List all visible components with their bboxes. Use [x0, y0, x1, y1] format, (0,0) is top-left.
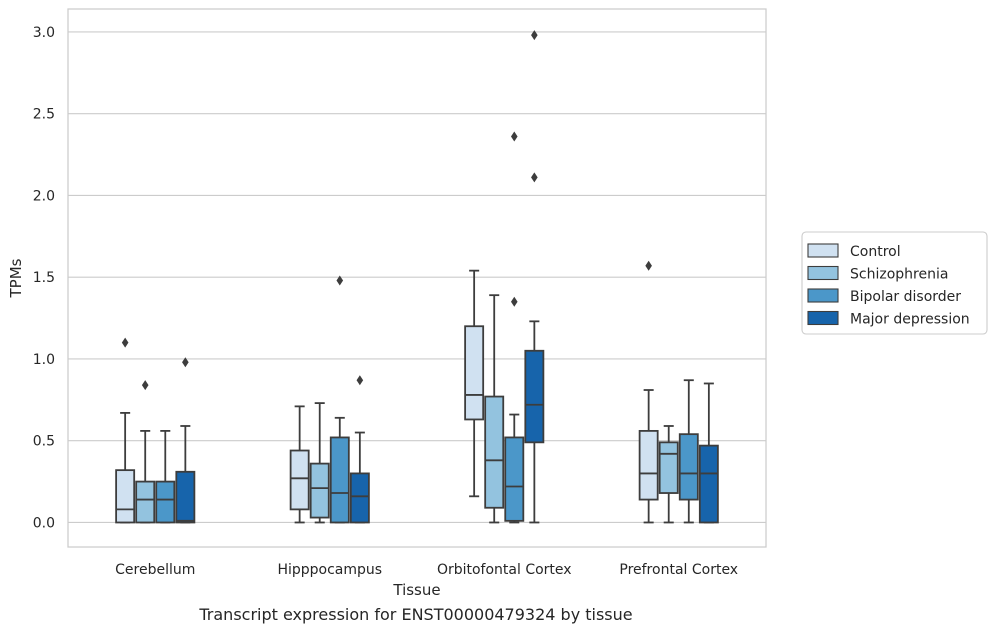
- legend-swatch: [807, 243, 839, 258]
- box-body: [175, 470, 196, 524]
- box: [638, 260, 659, 524]
- y-tick-label: 0.5: [33, 434, 55, 450]
- outlier-point: [645, 260, 652, 271]
- outlier-point: [336, 275, 344, 286]
- legend-label: Control: [850, 244, 901, 260]
- box: [464, 269, 485, 498]
- outlier-point: [141, 380, 149, 391]
- box-series: [115, 30, 719, 524]
- outlier-point: [510, 296, 518, 307]
- x-tick-label: Orbitofontal Cortex: [437, 562, 572, 578]
- legend-swatch: [807, 310, 839, 326]
- box: [309, 402, 330, 524]
- box-body: [115, 469, 136, 524]
- box-body: [329, 436, 350, 524]
- box-body: [349, 472, 370, 524]
- box-body: [484, 395, 505, 509]
- chart-caption: Transcript expression for ENST0000047932…: [199, 605, 633, 624]
- x-tick-label: Hipppocampus: [277, 562, 382, 578]
- legend-label: Schizophrenia: [850, 267, 948, 283]
- box-body: [135, 480, 156, 524]
- box: [289, 405, 310, 524]
- y-axis-label: TPMs: [7, 258, 25, 298]
- legend: Control Schizophrenia Bipolar disorder Majo…: [801, 231, 988, 335]
- x-tick-label: Cerebellum: [115, 562, 195, 578]
- plot-frame: [67, 8, 767, 548]
- x-axis-label: Tissue: [392, 581, 440, 599]
- outlier-point: [510, 131, 518, 142]
- box: [484, 294, 505, 524]
- box-body: [464, 325, 485, 421]
- outlier-point: [356, 375, 364, 386]
- outlier-point: [182, 357, 189, 368]
- y-tick-label: 0.0: [33, 515, 55, 531]
- y-tick-label: 1.5: [33, 270, 55, 286]
- box: [329, 275, 350, 524]
- box: [135, 380, 156, 524]
- y-tick-label: 2.5: [33, 107, 55, 123]
- legend-label: Major depression: [850, 312, 970, 328]
- box-body: [309, 462, 330, 519]
- box-body: [289, 449, 310, 511]
- y-tick-label: 1.0: [33, 352, 55, 368]
- legend-swatch: [807, 288, 839, 303]
- y-tick-label: 3.0: [33, 25, 55, 41]
- box: [175, 357, 196, 524]
- box-body: [638, 429, 659, 501]
- y-tick-labels: 0.0 0.5 1.0 1.5 2.0 2.5 3.0: [33, 25, 55, 532]
- box: [524, 30, 545, 524]
- x-tick-label: Prefrontal Cortex: [619, 562, 738, 578]
- box: [698, 382, 719, 524]
- x-tick-labels: Cerebellum Hipppocampus Orbitofontal Corte…: [115, 562, 738, 578]
- y-tick-label: 2.0: [33, 188, 55, 204]
- legend-label: Bipolar disorder: [850, 289, 961, 305]
- outlier-point: [121, 337, 129, 348]
- legend-frame: [801, 231, 988, 335]
- box-body: [698, 444, 719, 524]
- box: [658, 425, 679, 524]
- box-body: [524, 349, 545, 444]
- box-body: [658, 441, 679, 494]
- box: [115, 337, 136, 524]
- box-body: [155, 480, 176, 524]
- outlier-point: [531, 172, 538, 183]
- box: [349, 375, 370, 524]
- outlier-point: [531, 30, 538, 41]
- box: [155, 429, 176, 524]
- box-body: [504, 436, 525, 522]
- box: [504, 131, 525, 524]
- legend-swatch: [807, 265, 839, 281]
- box-body: [678, 433, 699, 501]
- box: [678, 379, 699, 524]
